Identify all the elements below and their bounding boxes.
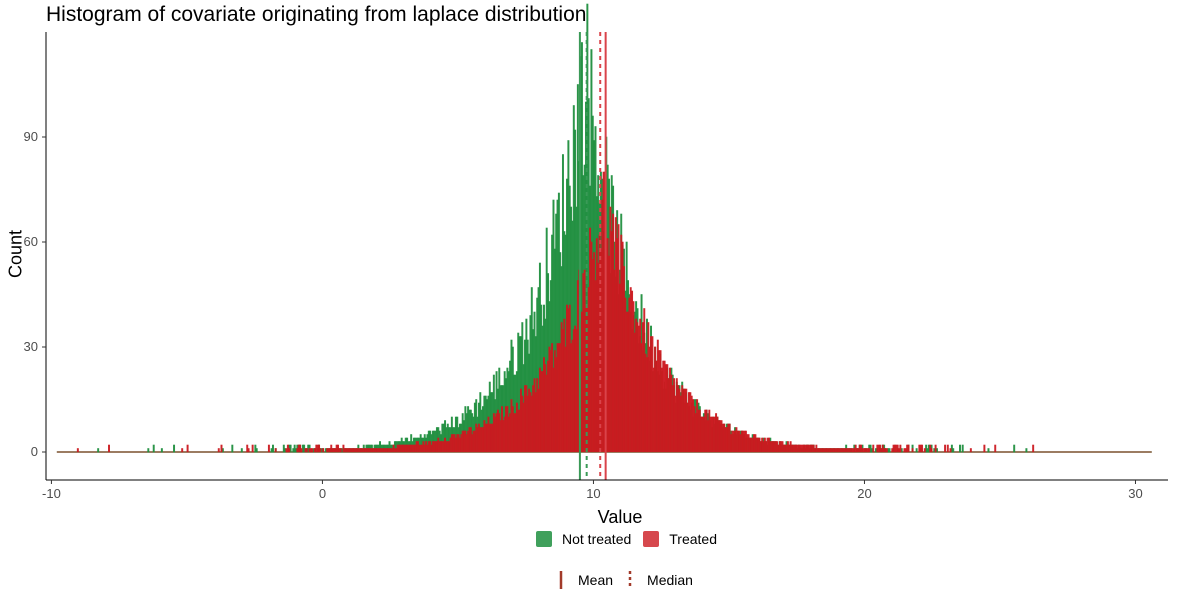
bar-treated — [274, 448, 277, 453]
bar-not-treated — [152, 444, 155, 453]
fill-legend: Not treated Treated — [536, 531, 729, 547]
bar-not-treated — [240, 448, 243, 453]
legend-label-treated: Treated — [669, 531, 717, 547]
bar-treated — [220, 444, 223, 453]
bar-treated — [76, 448, 79, 453]
x-tick-label: 0 — [319, 486, 326, 501]
bar-not-treated — [952, 448, 955, 453]
bar-treated — [247, 448, 250, 453]
bar-treated — [983, 444, 986, 453]
bar-treated — [300, 448, 303, 453]
bar-treated — [217, 448, 220, 453]
bar-treated — [934, 444, 937, 453]
line-legend: Mean Median — [556, 571, 705, 589]
bar-not-treated — [959, 444, 961, 453]
bar-treated — [186, 444, 189, 453]
y-tick-label: 30 — [24, 339, 38, 354]
x-tick-label: 30 — [1128, 486, 1142, 501]
bar-not-treated — [231, 444, 234, 453]
bar-not-treated — [888, 448, 891, 453]
bar-treated — [322, 448, 325, 453]
bar-treated — [921, 444, 924, 453]
bar-not-treated — [1025, 448, 1028, 453]
y-tick-label: 90 — [24, 129, 38, 144]
bar-treated — [923, 448, 926, 453]
x-tick-label: 10 — [586, 486, 600, 501]
bar-treated — [946, 444, 949, 453]
bar-not-treated — [160, 448, 163, 453]
bar-treated — [267, 444, 270, 453]
bar-treated — [181, 448, 184, 453]
bar-treated — [899, 444, 902, 453]
bar-treated — [944, 444, 947, 453]
y-tick-label: 0 — [31, 444, 38, 459]
y-tick-label: 60 — [24, 234, 38, 249]
bar-not-treated — [987, 448, 990, 453]
legend-swatch-treated — [643, 531, 660, 547]
bar-treated — [319, 448, 322, 453]
bar-treated — [288, 448, 291, 453]
bar-treated — [911, 448, 914, 453]
bar-not-treated — [173, 444, 176, 453]
bar-treated — [868, 448, 871, 453]
bar-treated — [1032, 444, 1035, 453]
bar-treated — [311, 448, 314, 453]
bar-treated — [305, 448, 308, 453]
bar-not-treated — [97, 448, 100, 453]
x-axis-label: Value — [597, 507, 643, 527]
bar-treated — [885, 448, 888, 453]
bar-treated — [969, 448, 972, 453]
bar-not-treated — [271, 444, 274, 453]
legend-key-mean — [556, 571, 566, 589]
y-axis-label: Count — [5, 229, 26, 279]
bar-treated — [108, 444, 110, 453]
bar-treated — [872, 444, 875, 453]
bar-not-treated — [147, 448, 150, 453]
legend-swatch-not-treated — [536, 531, 552, 547]
legend-label-median: Median — [647, 572, 693, 588]
bar-treated — [949, 448, 952, 453]
bar-treated — [907, 444, 910, 453]
bar-treated — [339, 448, 342, 453]
bar-treated — [930, 448, 933, 453]
legend-label-mean: Mean — [578, 572, 614, 588]
x-tick-label: 20 — [857, 486, 871, 501]
x-tick-label: -10 — [42, 486, 61, 501]
bar-not-treated — [255, 448, 258, 453]
chart-title: Histogram of covariate originating from … — [46, 3, 587, 26]
legend-label-not-treated: Not treated — [562, 531, 632, 547]
bar-treated — [994, 444, 997, 453]
legend-key-median — [625, 571, 635, 589]
bar-not-treated — [915, 448, 918, 453]
bar-treated — [251, 444, 254, 453]
bar-not-treated — [1013, 444, 1016, 453]
bar-not-treated — [961, 444, 964, 453]
